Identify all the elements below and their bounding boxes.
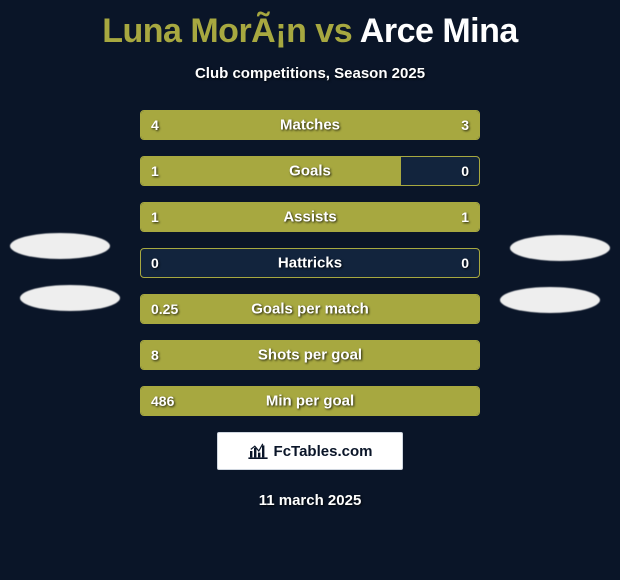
stat-label: Goals per match — [141, 301, 479, 318]
decorative-ellipse-right-bot — [500, 287, 600, 313]
footer-badge-text: FcTables.com — [274, 443, 373, 460]
footer-badge[interactable]: FcTables.com — [217, 432, 403, 470]
stat-row: 0.25Goals per match — [140, 294, 480, 324]
stat-row: 00Hattricks — [140, 248, 480, 278]
decorative-ellipse-left-top — [10, 233, 110, 259]
stat-label: Min per goal — [141, 393, 479, 410]
stat-label: Assists — [141, 209, 479, 226]
page-subtitle: Club competitions, Season 2025 — [0, 65, 620, 82]
stat-row: 11Assists — [140, 202, 480, 232]
page-title: Luna MorÃ¡n vs Arce Mina — [0, 0, 620, 51]
decorative-ellipse-left-bot — [20, 285, 120, 311]
stat-row: 486Min per goal — [140, 386, 480, 416]
title-player2: Arce Mina — [360, 12, 518, 50]
stats-area: 43Matches 10Goals 11Assists 00Hattricks 0.25… — [0, 110, 620, 416]
stat-row: 10Goals — [140, 156, 480, 186]
title-player1: Luna MorÃ¡n — [102, 12, 306, 50]
chart-icon — [248, 443, 268, 459]
stat-label: Shots per goal — [141, 347, 479, 364]
stat-label: Goals — [141, 163, 479, 180]
footer-date: 11 march 2025 — [0, 492, 620, 509]
title-vs: vs — [306, 12, 359, 50]
stat-label: Hattricks — [141, 255, 479, 272]
stat-row: 43Matches — [140, 110, 480, 140]
decorative-ellipse-right-top — [510, 235, 610, 261]
stat-label: Matches — [141, 117, 479, 134]
stat-row: 8Shots per goal — [140, 340, 480, 370]
